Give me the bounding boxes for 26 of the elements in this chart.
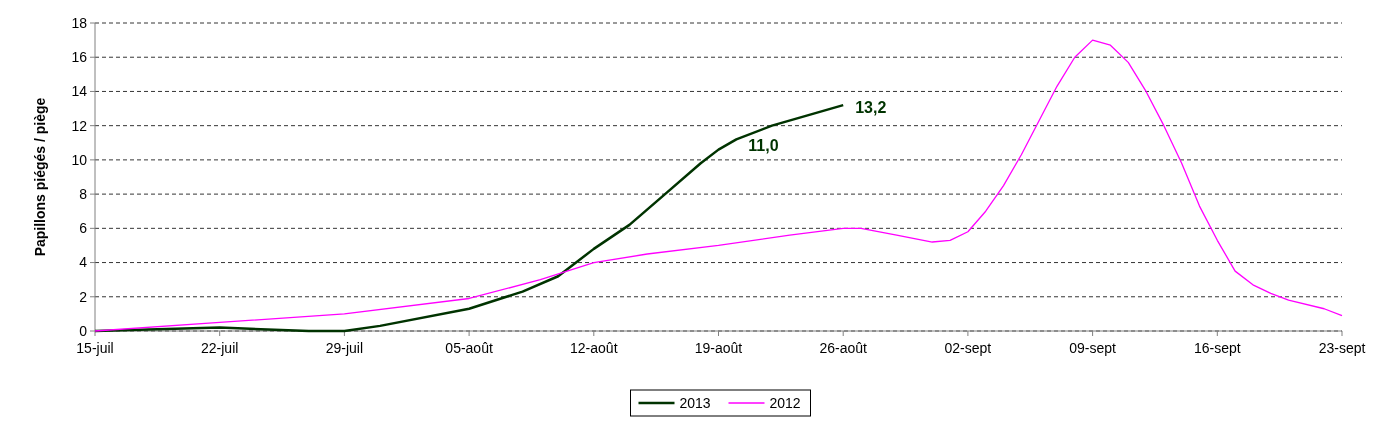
x-tick-label: 05-août (445, 340, 493, 356)
legend-label: 2012 (769, 394, 801, 411)
annotation: 11,0 (748, 136, 779, 154)
y-tick-label: 18 (71, 14, 88, 31)
y-tick-label: 2 (79, 288, 88, 305)
x-tick-label: 23-sept (1318, 340, 1366, 356)
x-tick-label: 26-août (819, 340, 868, 356)
x-tick-label: 16-sept (1193, 340, 1241, 356)
annotation: 13,2 (855, 99, 887, 117)
y-tick-label: 4 (79, 254, 88, 271)
y-tick-label: 16 (71, 49, 88, 66)
x-tick-label: 12-août (570, 340, 618, 356)
x-tick-label: 15-juil (76, 340, 114, 356)
x-tick-label: 02-sept (944, 340, 992, 356)
y-tick-label: 0 (79, 322, 88, 339)
x-tick-label: 29-juil (325, 340, 364, 356)
y-tick-label: 8 (79, 186, 88, 203)
y-tick-label: 14 (71, 83, 88, 100)
x-tick-label: 19-août (694, 340, 743, 356)
y-tick-label: 12 (71, 117, 88, 134)
x-tick-label: 09-sept (1069, 340, 1117, 356)
x-tick-label: 22-juil (201, 340, 239, 356)
y-axis-title: Papillons piégés / piège (32, 97, 48, 257)
y-tick-label: 6 (79, 220, 88, 237)
y-tick-label: 10 (71, 151, 88, 168)
legend-label: 2013 (679, 394, 711, 411)
